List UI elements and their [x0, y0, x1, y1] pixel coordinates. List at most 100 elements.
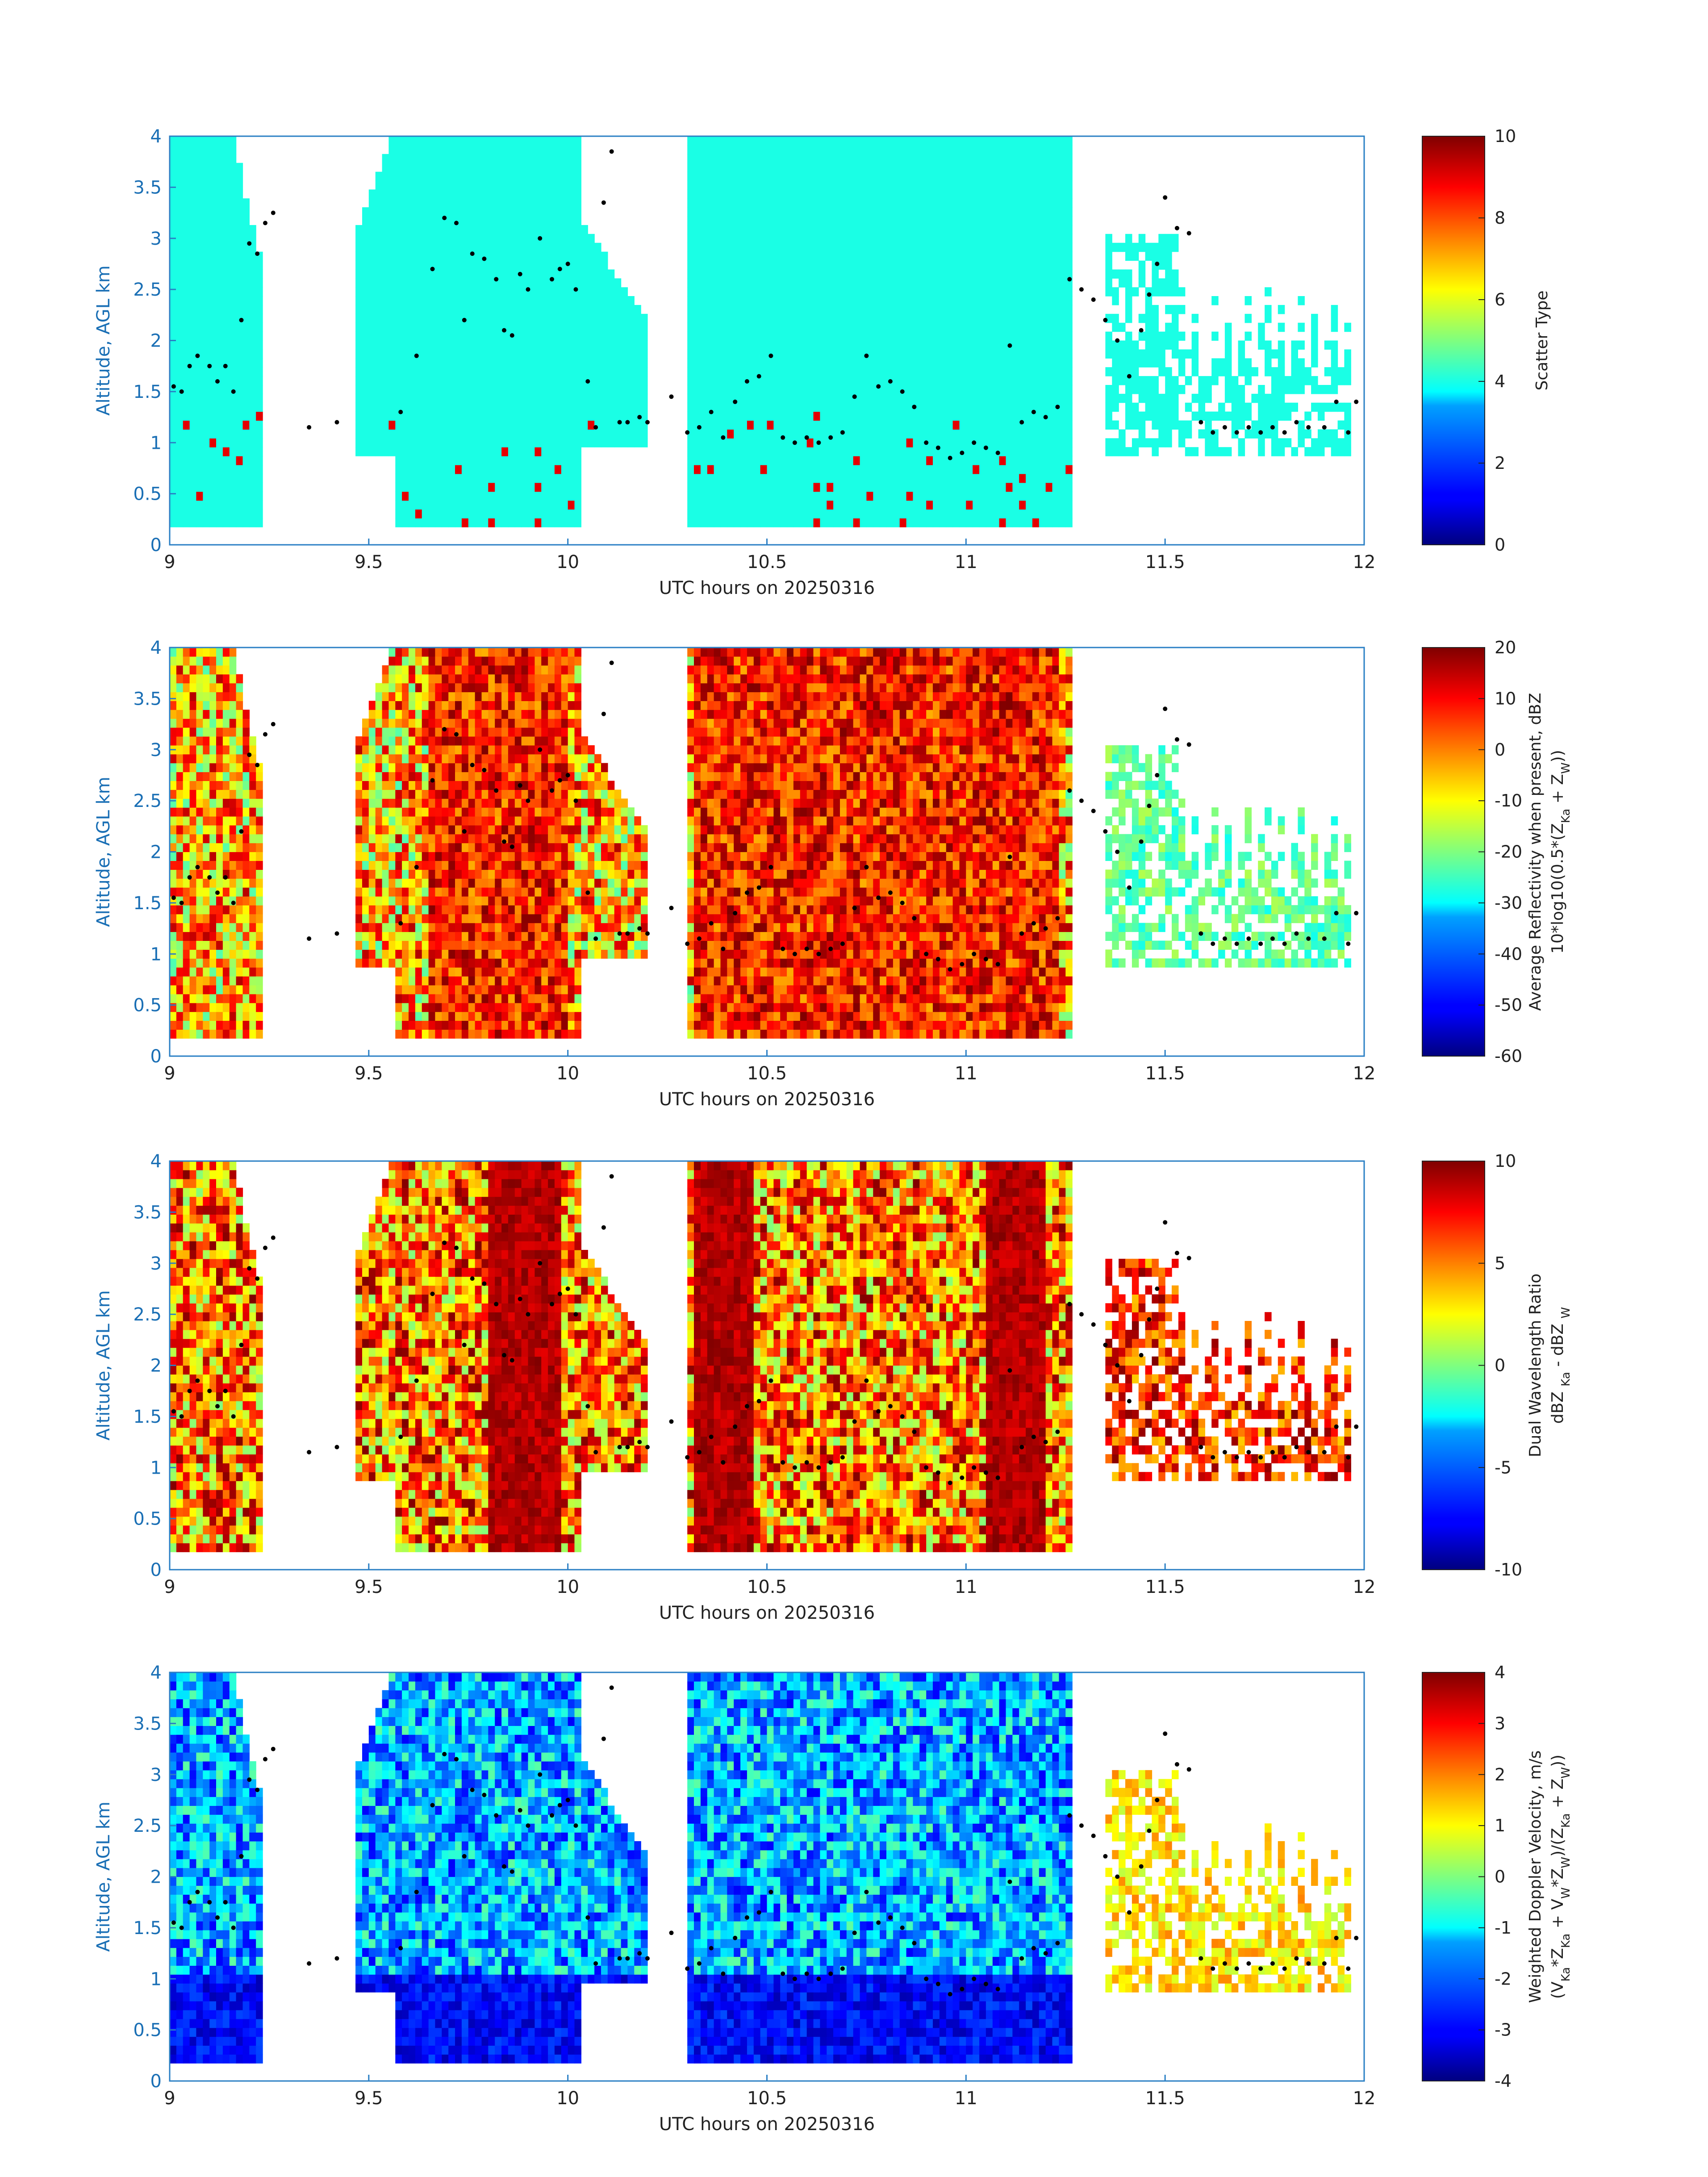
heat-cell — [243, 225, 250, 234]
heat-cell — [814, 287, 821, 297]
heat-cell — [760, 323, 768, 332]
heat-cell — [860, 456, 867, 465]
heat-cell — [395, 518, 402, 527]
heat-cell — [807, 145, 814, 155]
heat-cell — [614, 367, 622, 376]
heat-cell — [999, 474, 1006, 483]
heat-cell — [196, 243, 203, 252]
heat-cell — [575, 438, 582, 447]
heat-cell — [435, 145, 442, 155]
heat-cell — [522, 447, 529, 456]
heat-cell — [183, 456, 190, 465]
heat-cell — [1065, 367, 1073, 376]
heat-cell — [687, 163, 694, 172]
heat-cell — [561, 385, 568, 394]
heat-cell — [462, 474, 469, 483]
heat-cell — [833, 341, 840, 350]
heat-cell — [1059, 314, 1066, 323]
heat-cell — [701, 225, 708, 234]
heat-cell — [747, 216, 754, 226]
heat-cell — [960, 252, 967, 261]
heat-cell — [1052, 349, 1060, 359]
heat-cell — [369, 438, 376, 447]
heat-cell — [588, 358, 595, 368]
heat-cell — [170, 518, 177, 527]
heat-cell — [535, 465, 542, 474]
heat-cell — [953, 198, 960, 208]
heat-cell — [933, 358, 940, 368]
heat-cell — [840, 403, 847, 412]
heat-cell — [395, 145, 402, 155]
heat-cell — [575, 358, 582, 368]
heat-cell — [1006, 207, 1013, 217]
heat-cell — [734, 145, 741, 155]
heat-cell — [196, 492, 203, 501]
heat-cell — [1152, 252, 1159, 261]
heat-cell — [880, 429, 887, 439]
heat-cell — [1165, 421, 1172, 430]
heat-cell — [999, 367, 1006, 376]
heat-cell — [1105, 349, 1112, 359]
heat-cell — [422, 474, 429, 483]
heat-cell — [196, 269, 203, 279]
heat-cell — [773, 429, 781, 439]
heat-cell — [442, 501, 449, 510]
heat-cell — [999, 296, 1006, 305]
heat-cell — [906, 296, 914, 305]
heat-cell — [1046, 438, 1053, 447]
heat-cell — [926, 234, 933, 243]
heat-cell — [409, 474, 416, 483]
heat-cell — [740, 421, 748, 430]
heat-cell — [906, 492, 914, 501]
heat-cell — [873, 252, 880, 261]
heat-cell — [1052, 376, 1060, 385]
heat-cell — [468, 261, 476, 270]
heat-cell — [488, 181, 495, 190]
heat-cell — [701, 243, 708, 252]
heat-cell — [1119, 323, 1126, 332]
heat-cell — [986, 163, 993, 172]
heat-cell — [827, 332, 834, 341]
heat-cell — [747, 456, 754, 465]
heat-cell — [973, 501, 980, 510]
heat-cell — [866, 403, 873, 412]
heat-cell — [209, 145, 217, 155]
heat-cell — [561, 225, 568, 234]
heat-cell — [893, 501, 900, 510]
heat-cell — [886, 296, 894, 305]
heat-cell — [1065, 438, 1073, 447]
heat-cell — [1006, 216, 1013, 226]
heat-cell — [455, 163, 462, 172]
heat-cell — [993, 287, 1000, 297]
heat-cell — [714, 216, 721, 226]
heat-cell — [621, 412, 628, 421]
heat-cell — [535, 349, 542, 359]
heat-cell — [468, 447, 476, 456]
heat-cell — [913, 225, 919, 234]
heat-cell — [833, 207, 840, 217]
heat-cell — [528, 447, 535, 456]
heat-cell — [495, 136, 502, 146]
heat-cell — [395, 278, 402, 288]
heat-cell — [190, 376, 197, 385]
heat-cell — [388, 269, 396, 279]
heat-cell — [694, 207, 701, 217]
heat-cell — [203, 278, 210, 288]
heat-cell — [1152, 323, 1159, 332]
heat-cell — [468, 403, 476, 412]
heat-cell — [209, 136, 217, 146]
heat-cell — [807, 492, 814, 501]
heat-cell — [919, 252, 927, 261]
heat-cell — [946, 296, 953, 305]
heat-cell — [787, 296, 794, 305]
heat-cell — [369, 296, 376, 305]
heat-cell — [1139, 376, 1146, 385]
heat-cell — [740, 509, 748, 518]
heat-cell — [588, 349, 595, 359]
heat-cell — [614, 358, 622, 368]
heat-cell — [953, 394, 960, 403]
heat-cell — [940, 181, 947, 190]
heat-cell — [409, 518, 416, 527]
heat-cell — [561, 189, 568, 199]
heat-cell — [429, 287, 436, 297]
